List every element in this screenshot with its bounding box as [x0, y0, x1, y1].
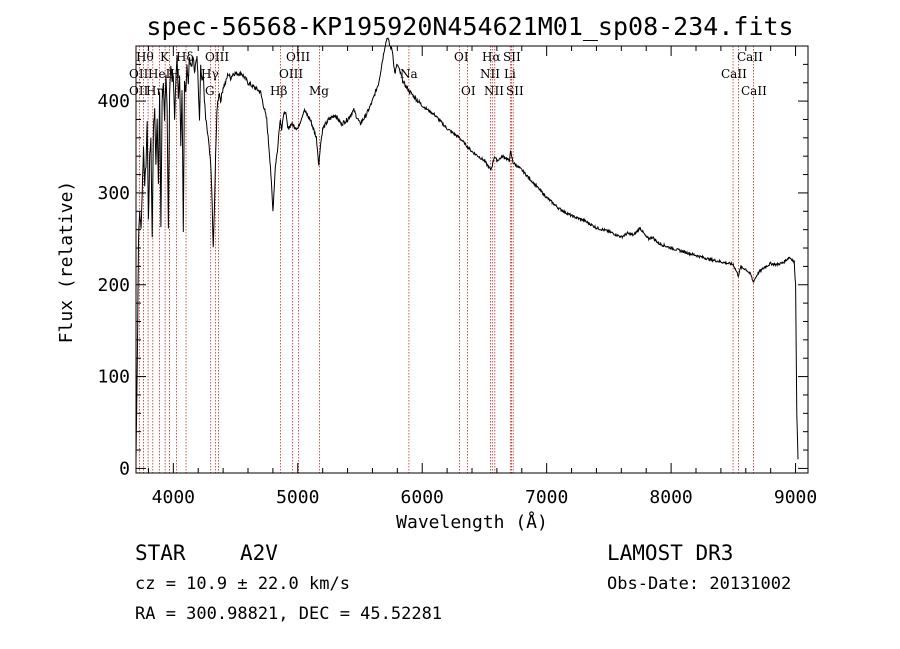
line-label: Hβ — [270, 84, 287, 98]
plot-frame — [135, 45, 809, 474]
line-label: SII — [506, 84, 524, 98]
line-label: Hθ — [136, 50, 154, 64]
line-label: NII — [480, 67, 500, 81]
y-tick-label: 100 — [97, 367, 130, 388]
line-label: Hγ — [201, 67, 219, 81]
object-class: STAR — [135, 541, 186, 565]
y-tick-label: 0 — [119, 458, 130, 479]
object-subclass: A2V — [240, 541, 278, 565]
y-tick-label: 300 — [97, 183, 130, 204]
line-label: Li — [504, 67, 516, 81]
y-axis: 0 100 200 300 400 — [97, 63, 808, 479]
coordinates: RA = 300.98821, DEC = 45.52281 — [135, 604, 442, 624]
x-tick-label: 5000 — [276, 487, 319, 508]
x-tick-label: 6000 — [401, 487, 444, 508]
x-axis: 4000 5000 6000 7000 8000 9000 — [147, 46, 817, 508]
flux-line — [135, 37, 799, 460]
line-label: NII — [484, 84, 504, 98]
line-label: OIII — [286, 50, 310, 64]
x-tick-label: 9000 — [774, 487, 817, 508]
line-label: CaII — [741, 84, 767, 98]
spectral-line-markers — [138, 46, 754, 473]
line-label: Hη — [146, 84, 164, 98]
y-axis-label: Flux (relative) — [56, 181, 77, 344]
line-label: OI — [454, 50, 469, 64]
line-labels: Hθ K Hδ OIII OIII OI Hα SII CaII OII HeI… — [129, 50, 767, 98]
x-tick-label: 7000 — [525, 487, 568, 508]
line-label: OIII — [205, 50, 229, 64]
line-label: Hδ — [176, 50, 194, 64]
line-label: OII — [129, 84, 149, 98]
line-label: H — [170, 67, 180, 81]
x-tick-label: 4000 — [152, 487, 195, 508]
x-axis-label: Wavelength (Å) — [396, 511, 548, 533]
line-label: CaII — [721, 67, 747, 81]
survey-name: LAMOST DR3 — [607, 541, 733, 565]
line-label: G — [205, 84, 215, 98]
line-label: OIII — [279, 67, 303, 81]
obs-date: Obs-Date: 20131002 — [607, 574, 791, 594]
y-tick-label: 400 — [97, 91, 130, 112]
line-label: HeI — [148, 67, 171, 81]
line-label: CaII — [737, 50, 763, 64]
line-label: Mg — [309, 84, 329, 98]
line-label: SII — [503, 50, 521, 64]
y-tick-label: 200 — [97, 275, 130, 296]
x-tick-label: 8000 — [649, 487, 692, 508]
line-label: OII — [129, 67, 149, 81]
redshift-cz: cz = 10.9 ± 22.0 km/s — [135, 574, 350, 594]
line-label: OI — [461, 84, 476, 98]
chart-title: spec-56568-KP195920N454621M01_sp08-234.f… — [146, 12, 793, 41]
line-label: Hα — [482, 50, 501, 64]
line-label: Na — [400, 67, 418, 81]
line-label: K — [160, 50, 170, 64]
flux-series — [135, 37, 799, 460]
